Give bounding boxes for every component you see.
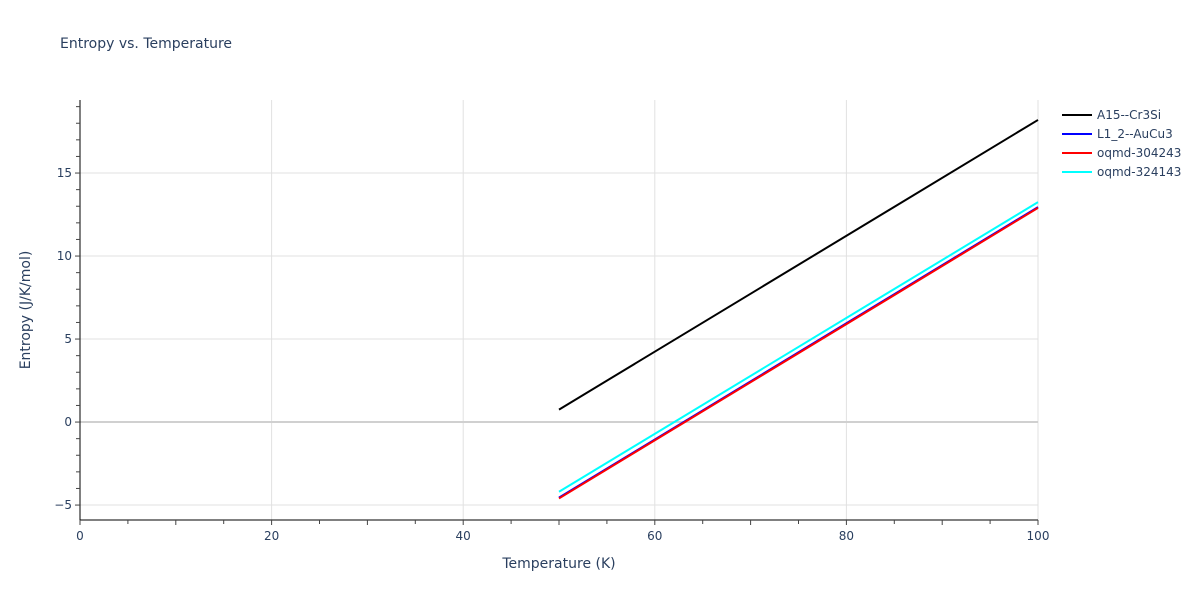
series-line-oqmd-324143 bbox=[558, 201, 1039, 493]
y-tick-label: 10 bbox=[57, 249, 72, 263]
x-tick-label: 40 bbox=[456, 529, 471, 543]
y-tick-label: 5 bbox=[64, 332, 72, 346]
legend-item[interactable]: L1_2--AuCu3 bbox=[1062, 127, 1173, 141]
legend[interactable]: A15--Cr3Si L1_2--AuCu3 oqmd-304243 oqmd-324… bbox=[1062, 108, 1181, 179]
legend-label: oqmd-304243 bbox=[1097, 146, 1181, 160]
chart-title: Entropy vs. Temperature bbox=[60, 36, 233, 52]
grid-lines bbox=[80, 100, 1039, 520]
x-axis-title: Temperature (K) bbox=[501, 556, 615, 572]
series-lines bbox=[558, 119, 1039, 500]
series-line-A15--Cr3Si bbox=[558, 119, 1039, 411]
legend-item[interactable]: oqmd-324143 bbox=[1062, 165, 1181, 179]
y-axis-title: Entropy (J/K/mol) bbox=[18, 251, 34, 370]
legend-label: L1_2--AuCu3 bbox=[1097, 127, 1173, 141]
legend-item[interactable]: oqmd-304243 bbox=[1062, 146, 1181, 160]
x-tick-label: 0 bbox=[76, 529, 84, 543]
axes: 0 20 40 60 80 100 −5 0 5 10 15 bbox=[54, 100, 1049, 543]
x-tick-label: 60 bbox=[647, 529, 662, 543]
series-line-oqmd-304243 bbox=[558, 207, 1039, 500]
legend-item[interactable]: A15--Cr3Si bbox=[1062, 108, 1161, 122]
x-tick-label: 20 bbox=[264, 529, 279, 543]
y-tick-label: 15 bbox=[57, 166, 72, 180]
x-tick-label: 100 bbox=[1027, 529, 1050, 543]
x-tick-label: 80 bbox=[839, 529, 854, 543]
y-tick-label: 0 bbox=[64, 415, 72, 429]
legend-label: oqmd-324143 bbox=[1097, 165, 1181, 179]
legend-label: A15--Cr3Si bbox=[1097, 108, 1161, 122]
y-tick-label: −5 bbox=[54, 498, 72, 512]
